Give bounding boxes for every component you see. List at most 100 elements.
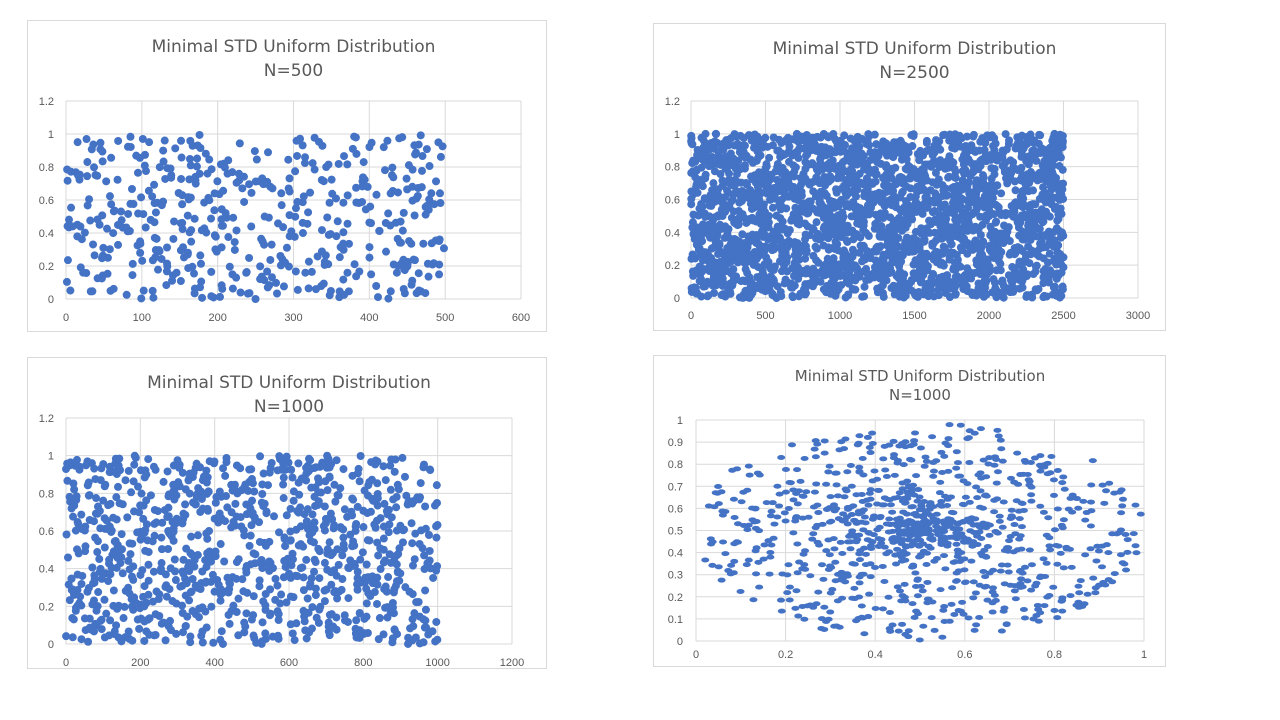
data-point	[811, 242, 820, 251]
data-point	[913, 498, 922, 504]
data-point	[805, 180, 814, 189]
data-point	[895, 257, 904, 266]
data-point	[279, 480, 288, 489]
data-point	[185, 228, 194, 237]
data-point	[408, 196, 417, 205]
data-point	[801, 242, 810, 251]
data-point	[920, 237, 929, 246]
data-point	[1043, 258, 1052, 267]
data-point	[863, 434, 872, 440]
data-point	[310, 518, 319, 527]
x-tick-label: 2500	[1051, 310, 1075, 322]
data-point	[921, 262, 930, 271]
data-point	[912, 608, 921, 614]
data-point	[390, 556, 399, 565]
data-point	[868, 478, 877, 484]
data-point	[954, 473, 963, 479]
data-point	[148, 286, 157, 295]
data-point	[1047, 268, 1056, 277]
data-point	[1013, 243, 1022, 252]
data-point	[839, 511, 848, 517]
data-point	[730, 181, 739, 190]
data-point	[165, 585, 174, 594]
data-point	[824, 537, 833, 543]
data-point	[362, 599, 371, 608]
data-point	[137, 489, 146, 498]
data-point	[996, 568, 1005, 574]
data-point	[304, 208, 313, 217]
data-point	[331, 587, 340, 596]
data-point	[198, 638, 207, 647]
data-point	[109, 229, 118, 238]
data-point	[291, 167, 300, 176]
data-point	[1081, 517, 1090, 523]
data-point	[1049, 584, 1058, 590]
data-point	[333, 491, 342, 500]
data-point	[396, 569, 405, 578]
data-point	[714, 483, 723, 489]
data-point	[177, 153, 186, 162]
data-point	[157, 254, 166, 263]
data-point	[228, 168, 237, 177]
data-point	[952, 465, 961, 471]
data-point	[785, 597, 794, 603]
data-point	[232, 178, 241, 187]
data-point	[1037, 167, 1046, 176]
data-point	[1031, 247, 1040, 256]
data-point	[831, 229, 840, 238]
data-point	[285, 211, 294, 220]
data-point	[261, 589, 270, 598]
data-point	[339, 228, 348, 237]
data-point	[824, 211, 833, 220]
data-point	[731, 244, 740, 253]
data-point	[1027, 492, 1036, 498]
data-point	[381, 603, 390, 612]
data-point	[179, 555, 188, 564]
data-point	[181, 500, 190, 509]
data-point	[790, 238, 799, 247]
data-point	[743, 527, 752, 533]
data-point	[359, 158, 368, 167]
data-point	[1118, 496, 1127, 502]
data-point	[76, 592, 85, 601]
data-point	[70, 495, 79, 504]
data-point	[255, 582, 264, 591]
data-point	[1039, 243, 1048, 252]
data-point	[697, 177, 706, 186]
data-point	[343, 191, 352, 200]
data-point	[871, 564, 880, 570]
data-point	[750, 215, 759, 224]
data-point	[77, 579, 86, 588]
data-point	[172, 629, 181, 638]
data-point	[93, 274, 102, 283]
data-point	[940, 453, 949, 459]
data-point	[202, 562, 211, 571]
data-point	[926, 500, 935, 506]
data-point	[119, 614, 128, 623]
data-point	[1086, 546, 1095, 552]
data-point	[768, 203, 777, 212]
data-point	[290, 636, 299, 645]
data-point	[305, 454, 314, 463]
data-point	[708, 562, 717, 568]
data-point	[855, 580, 864, 586]
data-point	[424, 630, 433, 639]
data-point	[908, 234, 917, 243]
data-point	[878, 563, 887, 569]
data-point	[429, 573, 438, 582]
data-point	[188, 550, 197, 559]
data-point	[698, 267, 707, 276]
data-point	[410, 256, 419, 265]
data-point	[358, 548, 367, 557]
data-point	[410, 211, 419, 220]
data-point	[217, 205, 226, 214]
data-point	[179, 243, 188, 252]
data-point	[189, 468, 198, 477]
data-point	[1017, 546, 1026, 552]
data-point	[953, 547, 962, 553]
data-point	[388, 638, 397, 647]
data-point	[718, 508, 727, 514]
data-point	[113, 175, 122, 184]
data-point	[1045, 249, 1054, 258]
data-point	[761, 176, 770, 185]
